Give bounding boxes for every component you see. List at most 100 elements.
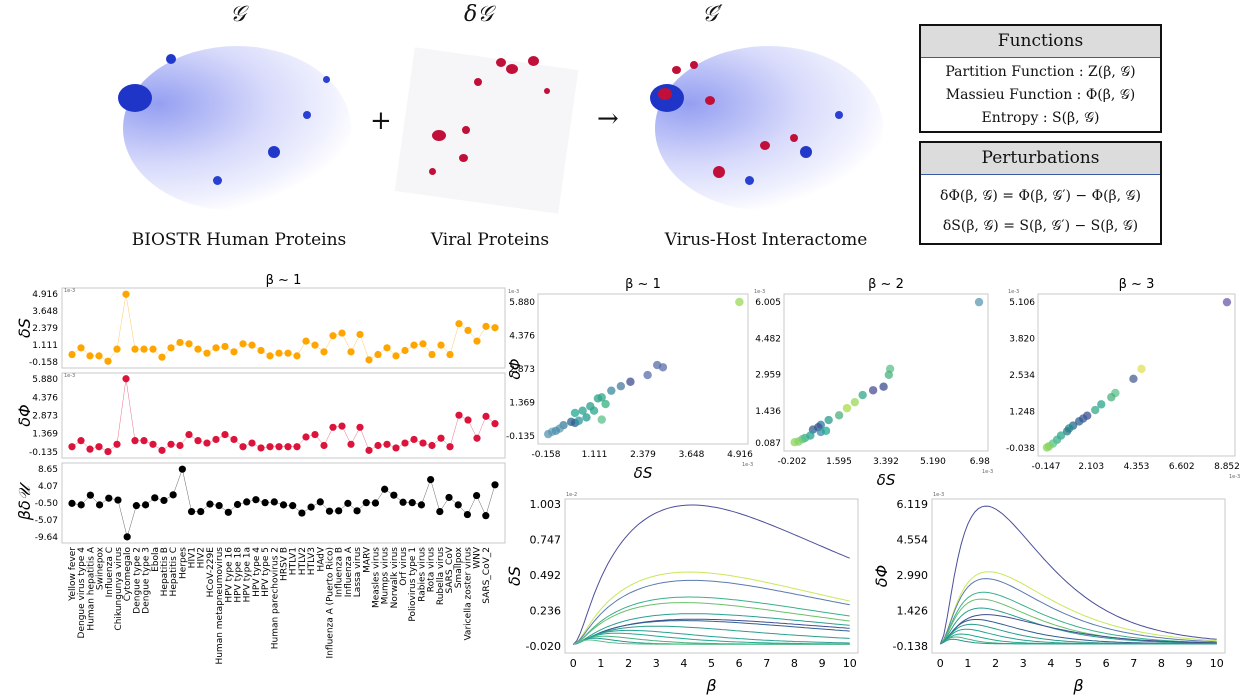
xtick-curves_dS: 4 [680, 657, 687, 670]
ytick-virus_dPhi: 5.880 [32, 375, 58, 385]
ytick-scatter_b3: 5.106 [1009, 298, 1035, 308]
data-point-virus_bdU [427, 475, 435, 484]
scatter-frame-scatter_b3 [1037, 293, 1236, 457]
data-point-virus_dPhi [284, 443, 292, 451]
xtick-curves_dPhi: 2 [992, 657, 999, 670]
xtick-curves_dS: 9 [819, 657, 826, 670]
data-point-virus_dPhi [311, 430, 319, 439]
ytick-virus_bdU: 4.07 [38, 482, 58, 492]
data-point-virus_bdU [463, 510, 472, 519]
scatter-title-scatter_b1: β ~ 1 [625, 277, 661, 292]
scatter-title-scatter_b2: β ~ 2 [868, 277, 904, 292]
data-point-virus_bdU [160, 496, 168, 505]
data-point-virus_dPhi [194, 437, 202, 445]
functions-box-title: Functions [921, 26, 1160, 58]
graph-gp-caption: Virus-Host Interactome [664, 230, 868, 250]
data-point-virus_dPhi [446, 443, 454, 451]
panel-frame-virus_bdU [61, 462, 506, 544]
data-point-virus_dPhi [464, 416, 472, 424]
xtick-curves_dPhi: 10 [1210, 657, 1224, 670]
ytick-curves_dPhi: 4.554 [897, 534, 929, 547]
virus-perturbation-chart: β ~ 1 1e-3 δS 4.916 3.648 2.379 1.111 -0.158 1e-… [15, 273, 506, 665]
ytick-virus_dPhi: -0.135 [29, 448, 58, 458]
beta-curve-charts: 1e-2 1.003 0.747 0.492 0.236 -0.020 0 1 2 3 4 5 6 7 8 9… [505, 492, 1226, 695]
data-point-virus_bdU [298, 509, 306, 517]
scatter-point-scatter_b1 [601, 399, 610, 409]
data-point-virus_dPhi [329, 423, 337, 431]
data-point-virus_dS [86, 352, 94, 360]
data-point-virus_dPhi [113, 440, 121, 448]
data-point-virus_dS [383, 344, 391, 352]
curve-curves_dS [573, 639, 850, 645]
curve-curves_dPhi [940, 638, 1217, 645]
panel-title-virus_dS: β ~ 1 [266, 273, 302, 288]
data-point-virus_dS [392, 352, 400, 360]
category-label: Herpes [178, 547, 188, 579]
category-label: Dengue type 2 [132, 547, 142, 614]
xtick-curves_dPhi: 9 [1186, 657, 1193, 670]
category-label: Swinepox [96, 546, 106, 590]
data-point-virus_bdU [408, 499, 416, 507]
data-point-virus_bdU [77, 501, 85, 509]
category-label: HCoV-229E [206, 547, 216, 598]
scatter-point-scatter_b2 [824, 415, 833, 425]
category-label: HPV type 1a [243, 547, 253, 602]
scale-note-y-scatter_b2: 1e-3 [754, 289, 765, 295]
data-point-virus_dPhi [266, 443, 274, 451]
category-label: Smallpox [454, 546, 464, 588]
scatter-point-scatter_b1 [574, 416, 584, 425]
data-point-virus_bdU [353, 507, 361, 515]
ytick-virus_bdU: -9.64 [35, 533, 59, 543]
data-point-virus_dS [284, 349, 292, 357]
scatter-point-scatter_b3 [1129, 374, 1138, 384]
xlabel-curves_dPhi: β [1072, 676, 1083, 695]
data-point-virus_dPhi [338, 422, 346, 430]
data-point-virus_bdU [132, 502, 140, 510]
scatter-point-scatter_b3 [1074, 417, 1084, 426]
xtick-scatter_b3: 4.353 [1124, 462, 1150, 472]
ytick-curves_dS: 0.236 [530, 604, 562, 617]
scatter-point-scatter_b1 [643, 370, 652, 380]
ytick-curves_dS: 0.492 [530, 569, 562, 582]
data-point-virus_dPhi [428, 441, 436, 450]
ytick-curves_dS: 1.003 [530, 498, 562, 511]
data-point-virus_bdU [123, 533, 131, 541]
data-point-virus_dS [293, 352, 301, 360]
data-point-virus_dPhi [167, 440, 175, 448]
ytick-virus_dS: -0.158 [29, 358, 58, 368]
data-point-virus_dPhi [257, 444, 265, 452]
data-point-virus_dPhi [392, 444, 400, 452]
data-point-virus_bdU [289, 502, 297, 510]
panel-frame-virus_dS [61, 287, 506, 369]
scatter-point-scatter_b1 [735, 297, 744, 307]
data-point-virus_bdU [417, 501, 426, 509]
ylabel-virus_dS: δS [15, 318, 34, 338]
data-point-virus_dS [203, 349, 211, 357]
category-label: Orf virus [399, 547, 409, 586]
data-point-virus_dPhi [158, 446, 166, 454]
category-label: Hepatitis C [169, 547, 179, 596]
data-point-virus_bdU [335, 507, 343, 515]
data-point-virus_bdU [243, 498, 251, 506]
scatter-charts: β ~ 1 1e-3 1e-3 5.880 4.376 2.873 1.369 -0.135 -… [506, 277, 1240, 485]
virus-host-network-image [650, 36, 890, 216]
ylabel-virus_dPhi: δΦ [15, 404, 34, 426]
data-point-virus_dPhi [212, 435, 220, 444]
graph-g-caption: BIOSTR Human Proteins [131, 230, 347, 250]
category-label: HAdV [316, 546, 326, 571]
ytick-scatter_b3: 2.534 [1009, 371, 1035, 381]
data-point-virus_bdU [86, 491, 94, 499]
data-point-virus_dS [257, 346, 265, 355]
data-point-virus_dPhi [275, 443, 283, 451]
xtick-curves_dS: 6 [736, 657, 743, 670]
data-point-virus_dPhi [239, 443, 247, 451]
data-point-virus_bdU [390, 491, 398, 499]
scatter-point-scatter_b3 [1222, 297, 1232, 307]
ytick-curves_dPhi: 6.119 [897, 498, 929, 511]
data-point-virus_bdU [344, 499, 352, 507]
scatter-point-scatter_b1 [544, 429, 553, 439]
xtick-scatter_b1: 2.379 [630, 450, 656, 460]
xtick-curves_dS: 7 [763, 657, 770, 670]
data-point-virus_dS [131, 345, 139, 353]
xtick-curves_dPhi: 6 [1103, 657, 1110, 670]
